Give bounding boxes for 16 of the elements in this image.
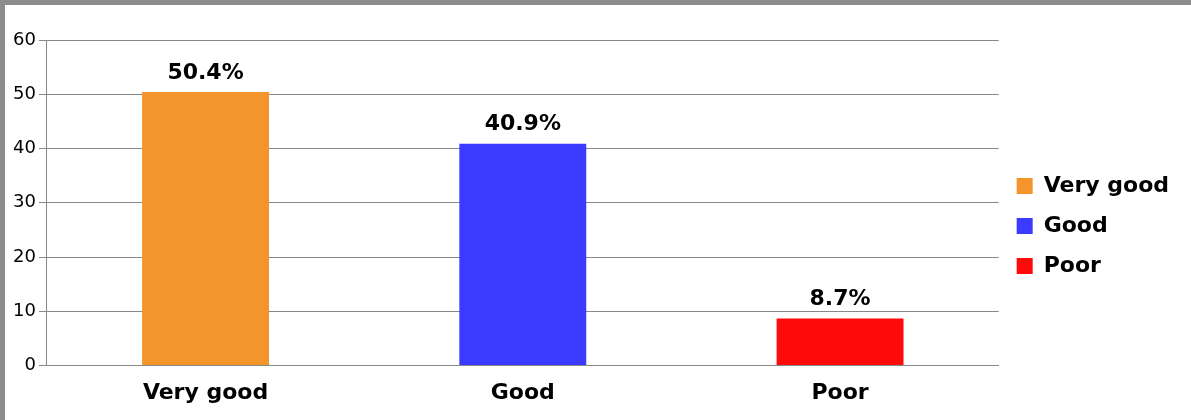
data-label: 8.7% — [809, 285, 871, 311]
y-tick-label: 50 — [13, 81, 36, 103]
y-tick-label: 30 — [13, 190, 36, 212]
y-tick-label: 0 — [24, 353, 36, 375]
x-tick-label: Poor — [811, 378, 869, 404]
data-label: 40.9% — [484, 110, 561, 136]
x-tick-label: Very good — [142, 378, 269, 404]
y-tick-label: 20 — [13, 244, 36, 266]
y-tick-label: 10 — [13, 299, 36, 321]
y-tick-label: 40 — [13, 136, 36, 158]
legend-label: Good — [1043, 211, 1108, 237]
y-tick-label: 60 — [13, 27, 36, 49]
legend-label: Poor — [1043, 251, 1102, 277]
x-tick-label: Good — [490, 378, 555, 404]
legend-label: Very good — [1043, 171, 1170, 197]
data-label: 50.4% — [167, 58, 244, 84]
